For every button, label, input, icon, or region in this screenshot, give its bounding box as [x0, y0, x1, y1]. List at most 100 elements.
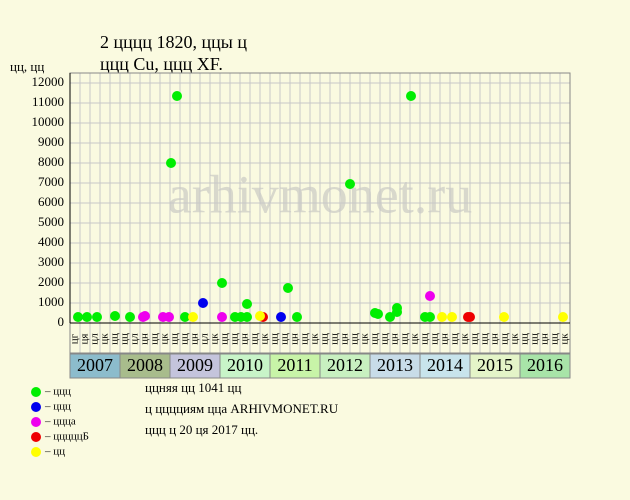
point [345, 179, 355, 189]
column-label: цк [509, 333, 521, 345]
column-label: цц [429, 333, 441, 345]
point [166, 158, 176, 168]
legend-label: – цццццБ [44, 431, 89, 443]
point [92, 312, 102, 322]
column-label: цл [89, 333, 101, 345]
column-label: цн [289, 333, 301, 345]
column-label: цц [479, 333, 491, 345]
point [164, 312, 174, 322]
column-label: цк [99, 333, 111, 345]
column-label: цц [229, 333, 241, 345]
year-label: 2011 [277, 355, 312, 375]
column-label: цк [259, 333, 271, 345]
year-label: 2008 [127, 355, 163, 375]
point [198, 298, 208, 308]
column-label: цц [269, 333, 281, 345]
legend-swatch [31, 402, 41, 412]
y-tick-label: 8000 [38, 154, 64, 169]
column-label: цц [469, 333, 481, 345]
point [188, 312, 198, 322]
column-label: цн [539, 333, 551, 345]
column-label: цк [459, 333, 471, 345]
column-label: цц [399, 333, 411, 345]
point [110, 311, 120, 321]
point [172, 91, 182, 101]
column-label: цн [389, 333, 401, 345]
column-label: цц [319, 333, 331, 345]
point [180, 312, 190, 322]
year-cell [469, 353, 521, 379]
point [140, 311, 150, 321]
legend-label: – цц [44, 446, 65, 458]
y-tick-label: 7000 [38, 174, 64, 189]
column-label: цц [519, 333, 531, 345]
year-cell [319, 353, 371, 379]
column-label: цц [329, 333, 341, 345]
point [465, 312, 475, 322]
y-tick-label: 3000 [38, 254, 64, 269]
footer-text: ццняя цц 1041 цц [145, 380, 241, 395]
chart-subtitle: ццц Cu, ццц XF. [100, 54, 223, 74]
legend-swatch [31, 447, 41, 457]
year-cell [169, 353, 221, 379]
column-label: цл [129, 333, 141, 345]
point [255, 311, 265, 321]
column-label: цк [159, 333, 171, 345]
column-label: цк [309, 333, 321, 345]
y-tick-label: 2000 [38, 274, 64, 289]
column-label: цц [449, 333, 461, 345]
column-label: цк [559, 333, 571, 345]
column-label: цц [299, 333, 311, 345]
column-label: цц [249, 333, 261, 345]
footer-text: ццц ц 20 ця 2017 цц. [145, 422, 258, 437]
column-label: цц [119, 333, 131, 345]
year-label: 2013 [377, 355, 413, 375]
column-label: цн [189, 333, 201, 345]
column-label: цк [209, 333, 221, 345]
year-cell [519, 353, 571, 379]
column-label: цн [339, 333, 351, 345]
legend-swatch [31, 417, 41, 427]
y-tick-label: 0 [58, 314, 65, 329]
year-label: 2007 [77, 355, 113, 375]
year-label: 2015 [477, 355, 513, 375]
column-label: цц [369, 333, 381, 345]
point [406, 91, 416, 101]
point [425, 291, 435, 301]
point [392, 307, 402, 317]
point [283, 283, 293, 293]
point [276, 312, 286, 322]
point [82, 312, 92, 322]
column-label: ця [79, 334, 91, 345]
column-label: цц [529, 333, 541, 345]
year-label: 2009 [177, 355, 213, 375]
column-label: цн [489, 333, 501, 345]
column-label: цц [499, 333, 511, 345]
footer-text: ц цццциям цца ARHIVMONET.RU [145, 401, 339, 416]
point [558, 312, 568, 322]
point [125, 312, 135, 322]
column-label: цц [549, 333, 561, 345]
legend-swatch [31, 432, 41, 442]
y-tick-label: 9000 [38, 134, 64, 149]
column-label: цц [109, 333, 121, 345]
legend-label: – ццц [44, 386, 71, 398]
y-tick-label: 12000 [32, 74, 65, 89]
y-tick-label: 11000 [32, 94, 64, 109]
column-label: цн [139, 333, 151, 345]
column-label: цг [69, 333, 81, 344]
point [447, 312, 457, 322]
column-label: цц [149, 333, 161, 345]
column-label: цц [279, 333, 291, 345]
column-label: цц [179, 333, 191, 345]
year-cell [69, 353, 121, 379]
column-label: цц [349, 333, 361, 345]
point [73, 312, 83, 322]
year-cell [369, 353, 421, 379]
point [499, 312, 509, 322]
legend-label: – ццца [44, 416, 76, 428]
y-tick-label: 4000 [38, 234, 64, 249]
